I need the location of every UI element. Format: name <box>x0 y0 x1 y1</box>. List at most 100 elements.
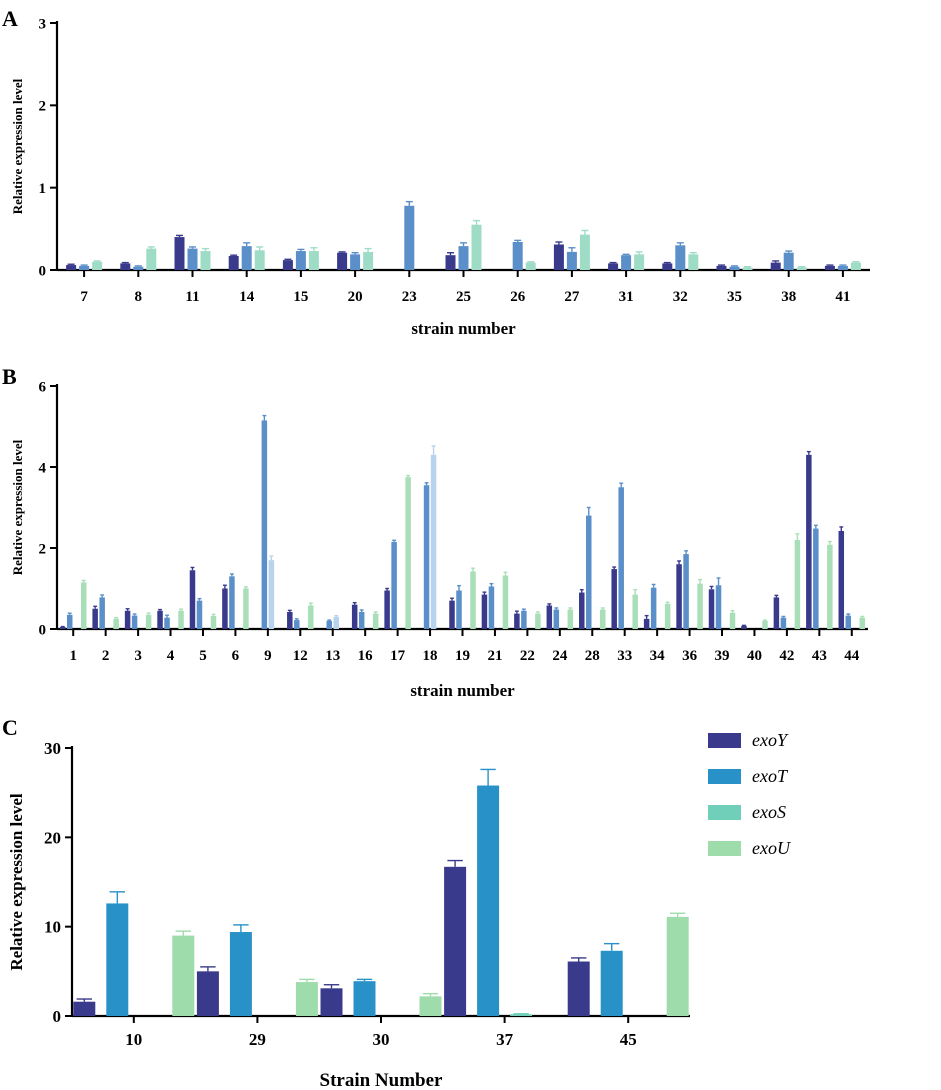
bar-exou-5 <box>210 616 217 629</box>
bar-exoy-36 <box>676 564 682 629</box>
bar-exot-25 <box>458 246 469 270</box>
bar-exot-11 <box>187 248 198 270</box>
x-axis-title: strain number <box>411 319 516 338</box>
bar-exot-39 <box>715 585 722 629</box>
x-tick-label: 15 <box>293 289 308 305</box>
bar-exoy-19 <box>449 600 455 629</box>
x-tick-label: 17 <box>390 648 406 664</box>
x-tick-label: 36 <box>682 648 698 664</box>
bar-exot-26 <box>512 242 523 270</box>
bar-exoy-16 <box>351 604 358 629</box>
bar-exoy-42 <box>773 597 780 629</box>
bar-exoy-27 <box>553 244 564 270</box>
bar-exoy-37 <box>444 866 467 1016</box>
panel-label-a: A <box>2 6 18 31</box>
bar-exos-11 <box>200 251 211 270</box>
y-tick-label: 30 <box>44 739 61 758</box>
bar-exou-21 <box>502 575 509 629</box>
bar-exot-13 <box>326 620 332 629</box>
bar-exoy-12 <box>287 611 293 629</box>
bar-exou-43 <box>827 544 833 629</box>
y-tick-label: 6 <box>39 379 47 395</box>
bar-exoy-39 <box>708 589 715 629</box>
bar-exoy-34 <box>643 618 650 629</box>
x-axis-title: strain number <box>410 681 515 700</box>
bar-exoy-35 <box>716 265 727 270</box>
bar-exoy-14 <box>228 256 239 270</box>
bar-exou-33 <box>632 594 638 629</box>
x-tick-label: 27 <box>564 289 580 305</box>
bar-exot-23 <box>404 205 415 270</box>
bar-exot-12 <box>294 620 300 629</box>
x-tick-label: 14 <box>239 289 255 305</box>
bar-exoy-28 <box>579 592 585 629</box>
x-tick-label: 18 <box>423 648 438 664</box>
x-tick-label: 38 <box>781 289 796 305</box>
x-tick-label: 19 <box>455 648 470 664</box>
bar-exos-15 <box>308 251 319 270</box>
bar-exoy-38 <box>770 262 781 270</box>
panel-c-chart: 0 10 20 30 Relative expression level Strain N… <box>7 739 690 1090</box>
bar-exos-27 <box>579 234 590 270</box>
bar-exot-6 <box>229 576 235 629</box>
y-tick-label: 4 <box>39 460 47 476</box>
x-tick-label: 20 <box>348 289 363 305</box>
bar-exou-4 <box>178 610 184 629</box>
bar-exot-28 <box>586 515 592 629</box>
bar-exoy-11 <box>174 237 185 270</box>
legend-label-exos: exoS <box>752 802 786 822</box>
bar-exou-16 <box>372 613 379 629</box>
bar-exot-44 <box>845 615 852 629</box>
bar-exoy-8 <box>120 263 131 270</box>
x-tick-label: 34 <box>650 648 666 664</box>
x-tick-label: 6 <box>232 648 240 664</box>
x-tick-label: 23 <box>402 289 417 305</box>
legend-swatch-exot <box>708 769 741 784</box>
x-tick-label: 41 <box>835 289 850 305</box>
x-tick-label: 33 <box>617 648 632 664</box>
bar-exoy-44 <box>838 530 845 629</box>
bar-exot-21 <box>488 586 495 629</box>
bar-exot-34 <box>650 587 657 629</box>
bar-exot-29 <box>229 932 252 1016</box>
bar-exot-27 <box>566 251 577 270</box>
bar-exot-4 <box>164 617 170 629</box>
bar-exoy-10 <box>73 1001 96 1016</box>
bar-exoy-17 <box>384 590 390 629</box>
bar-exou-6 <box>243 588 249 629</box>
bar-exoy-6 <box>222 588 228 629</box>
bar-exou-44 <box>859 617 866 629</box>
bar-exot-10 <box>106 903 129 1016</box>
bar-exou-17 <box>405 477 411 629</box>
x-tick-label: 21 <box>487 648 502 664</box>
x-tick-label: 1 <box>69 648 77 664</box>
bar-exou-34 <box>664 603 671 629</box>
bar-exot-42 <box>780 617 787 629</box>
x-tick-label: 43 <box>812 648 827 664</box>
bar-exoy-7 <box>66 265 77 270</box>
bar-exos-32 <box>688 254 699 270</box>
y-tick-label: 2 <box>39 99 47 115</box>
x-tick-label: 7 <box>80 289 88 305</box>
y-axis-title: Relative expression level <box>10 78 25 214</box>
bar-exot-45 <box>600 950 623 1016</box>
x-tick-label: 22 <box>520 648 535 664</box>
bar-exoy-21 <box>481 594 488 629</box>
bar-exoy-32 <box>662 263 673 270</box>
bar-exoy-22 <box>514 613 520 629</box>
bar-exou-30 <box>419 996 442 1016</box>
bar-exot-37 <box>477 785 500 1016</box>
bar-exos-14 <box>254 250 265 270</box>
legend-swatch-exoy <box>708 733 741 748</box>
bar-exos-7 <box>92 261 103 270</box>
x-tick-label: 2 <box>102 648 110 664</box>
bar-exou-1 <box>80 582 87 629</box>
bar-exoy-2 <box>92 608 98 629</box>
x-tick-label: 35 <box>727 289 742 305</box>
bar-exot-9 <box>261 420 268 629</box>
y-tick-label: 1 <box>39 181 47 197</box>
bar-exot-15 <box>295 251 306 270</box>
bar-exos-20 <box>363 251 374 270</box>
